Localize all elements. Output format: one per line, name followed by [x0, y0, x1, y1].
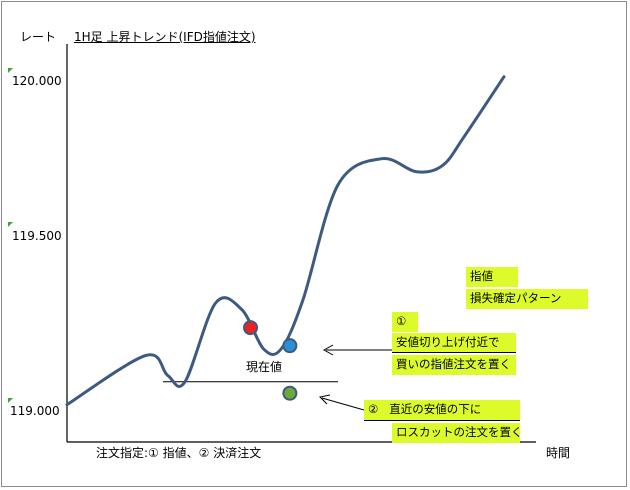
chart-title: 1H足 上昇トレンド(IFD指値注文) [74, 30, 256, 44]
tick-mark-119000 [8, 398, 13, 403]
arrow-note1-head [322, 344, 334, 356]
order-type-label: 注文指定:① 指値、② 決済注文 [96, 446, 262, 460]
y-tick-119000: 119.000 [10, 404, 60, 418]
tick-mark-119500 [8, 222, 13, 227]
y-axis-label: レート [20, 30, 57, 44]
note2-line1: ② 直近の安値の下に [364, 400, 520, 421]
y-tick-120000: 120.000 [12, 74, 62, 88]
tick-mark-120000 [8, 68, 13, 73]
arrow-note2 [321, 397, 365, 411]
arrow-note2-head [318, 394, 331, 405]
note2-line2: ロスカットの注文を置く [392, 423, 523, 443]
note2-number: ② [368, 402, 379, 416]
note1-line1: 安値切り上げ付近で [392, 333, 516, 353]
current-price-label: 現在値 [246, 360, 283, 374]
x-axis-label: 時間 [546, 446, 571, 460]
marker-green [282, 385, 298, 401]
marker-blue [282, 338, 298, 354]
note2-text1: 直近の安値の下に [389, 402, 482, 416]
pattern-note-line1: 指値 [466, 267, 518, 287]
markers [243, 320, 298, 401]
price-curve [65, 75, 506, 407]
note1-line2: 買いの指値注文を置く [392, 355, 516, 375]
note1-number: ① [392, 312, 418, 332]
y-tick-119500: 119.500 [12, 229, 62, 243]
marker-red [243, 320, 259, 336]
pattern-note-line2: 損失確定パターン [466, 289, 588, 309]
